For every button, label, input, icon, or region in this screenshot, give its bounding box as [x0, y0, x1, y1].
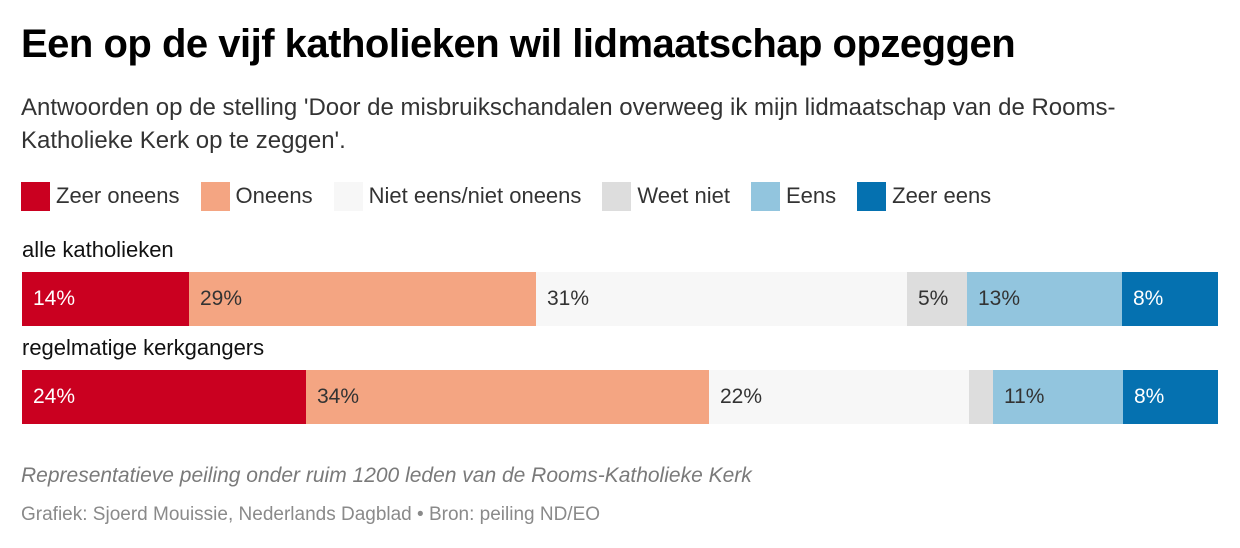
- bar-segment-niet-eens-niet-oneens: [536, 272, 907, 326]
- legend-label: Oneens: [235, 183, 313, 208]
- bar-segment-zeer-oneens: [22, 370, 306, 424]
- legend-swatch: [200, 181, 230, 211]
- row-label: alle katholieken: [22, 237, 174, 262]
- legend-label: Eens: [785, 183, 837, 208]
- legend-item-zeer-oneens: Zeer oneens: [21, 181, 180, 211]
- data-label: 8%: [1134, 385, 1165, 408]
- data-label: 31%: [547, 287, 590, 310]
- chart-note: Representatieve peiling onder ruim 1200 …: [21, 464, 752, 487]
- legend: Zeer oneens Oneens Niet eens/niet oneens We…: [21, 181, 1012, 211]
- bar-segment-niet-eens-niet-oneens: [709, 370, 969, 424]
- data-label: 5%: [918, 287, 949, 310]
- bar-regelmatige-kerkgangers: 24% 34% 22% 11% 8%: [22, 370, 1218, 424]
- bar-segment-zeer-oneens: [22, 272, 189, 326]
- chart-title: Een op de vijf katholieken wil lidmaatsc…: [21, 22, 1016, 66]
- legend-item-eens: Eens: [750, 181, 837, 211]
- bar-segment-oneens: [306, 370, 709, 424]
- legend-swatch: [750, 181, 780, 211]
- chart-credit: Grafiek: Sjoerd Mouissie, Nederlands Dag…: [21, 504, 601, 525]
- legend-item-oneens: Oneens: [200, 181, 313, 211]
- legend-label: Zeer oneens: [56, 183, 180, 208]
- legend-label: Niet eens/niet oneens: [368, 183, 582, 208]
- legend-item-weet-niet: Weet niet: [602, 181, 730, 211]
- bar-segment-eens: [967, 272, 1122, 326]
- data-label: 13%: [978, 287, 1021, 310]
- data-label: 14%: [33, 287, 76, 310]
- data-label: 24%: [33, 385, 76, 408]
- bar-segment-eens: [993, 370, 1123, 424]
- row-label: regelmatige kerkgangers: [22, 335, 265, 360]
- bar-segment-weet-niet: [907, 272, 967, 326]
- legend-item-zeer-eens: Zeer eens: [857, 181, 992, 211]
- data-label: 22%: [720, 385, 763, 408]
- bar-segment-zeer-eens: [1122, 272, 1218, 326]
- bar-alle-katholieken: 14% 29% 31% 5% 13% 8%: [22, 272, 1218, 326]
- legend-swatch: [21, 181, 50, 211]
- bar-segment-oneens: [189, 272, 536, 326]
- data-label: 29%: [200, 287, 243, 310]
- data-label: 11%: [1004, 385, 1045, 408]
- data-label: 8%: [1133, 287, 1164, 310]
- legend-item-niet-eens-niet-oneens: Niet eens/niet oneens: [333, 181, 582, 211]
- bar-segment-zeer-eens: [1123, 370, 1218, 424]
- chart-subtitle: Antwoorden op de stelling 'Door de misbr…: [21, 94, 1116, 154]
- legend-swatch: [602, 181, 632, 211]
- legend-swatch: [857, 181, 887, 211]
- legend-label: Weet niet: [637, 183, 730, 208]
- data-label: 34%: [317, 385, 360, 408]
- bar-segment-weet-niet: [969, 370, 993, 424]
- legend-label: Zeer eens: [892, 183, 992, 208]
- legend-swatch: [333, 181, 363, 211]
